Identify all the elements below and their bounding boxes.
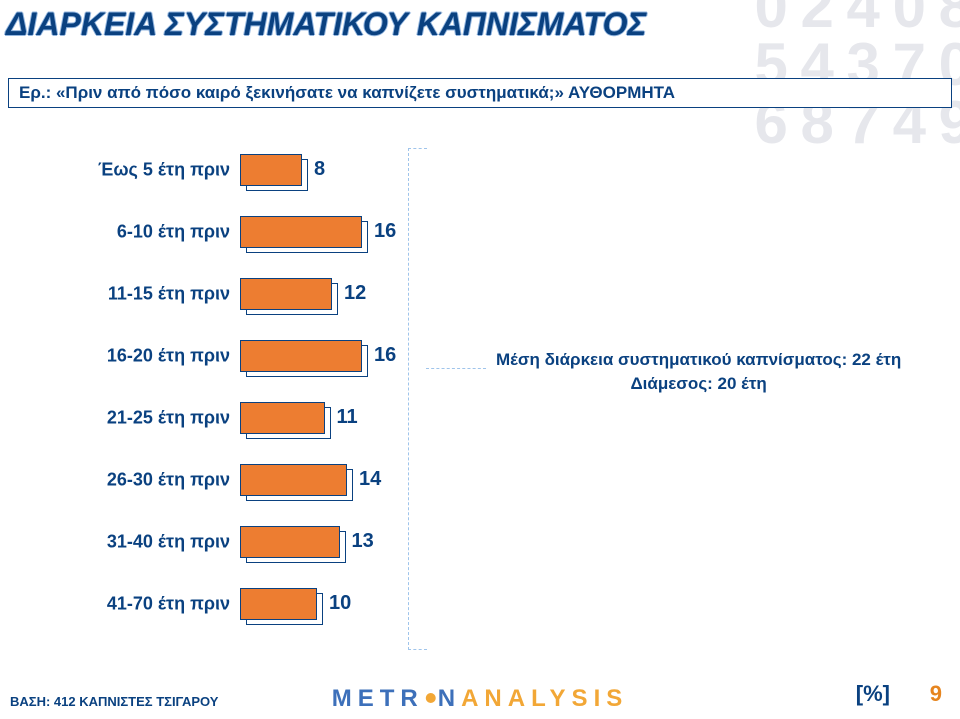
bar-label: 26-30 έτη πριν <box>0 470 238 491</box>
note-line2: Διάμεσος: 20 έτη <box>496 372 901 396</box>
bar-row: 26-30 έτη πριν 14 <box>0 456 960 504</box>
bar-chart: Έως 5 έτη πριν 8 6-10 έτη πριν 16 11-15 έτη … <box>0 140 960 660</box>
bar-label: 21-25 έτη πριν <box>0 408 238 429</box>
logo-part1: METR <box>332 685 424 712</box>
question-box: Ερ.: «Πριν από πόσο καιρό ξεκινήσατε να … <box>8 78 952 108</box>
bar <box>240 340 362 372</box>
bar <box>240 402 325 434</box>
bar-label: 31-40 έτη πριν <box>0 532 238 553</box>
bar <box>240 154 302 186</box>
note-line1: Μέση διάρκεια συστηματικού καπνίσματος: … <box>496 350 901 369</box>
bar-value: 16 <box>374 220 396 243</box>
bracket-lead <box>426 368 486 369</box>
bar <box>240 588 317 620</box>
logo-part3: ANALYSIS <box>461 685 628 712</box>
bar-label: 6-10 έτη πριν <box>0 222 238 243</box>
bar-row: 11-15 έτη πριν 12 <box>0 270 960 318</box>
bar-row: 21-25 έτη πριν 11 <box>0 394 960 442</box>
footer-logo: METR NANALYSIS <box>332 685 629 713</box>
bar-value: 16 <box>374 344 396 367</box>
bracket <box>408 148 427 650</box>
bar-label: 41-70 έτη πριν <box>0 594 238 615</box>
bar <box>240 464 347 496</box>
bar-label: 11-15 έτη πριν <box>0 284 238 305</box>
bar-row: Έως 5 έτη πριν 8 <box>0 146 960 194</box>
bar-value: 12 <box>344 282 366 305</box>
bar-value: 14 <box>359 468 381 491</box>
bar-label: Έως 5 έτη πριν <box>0 160 238 181</box>
logo-part2: N <box>438 685 461 712</box>
footer-base: ΒΑΣΗ: 412 ΚΑΠΝΙΣΤΕΣ ΤΣΙΓΑΡΟΥ <box>10 694 218 709</box>
bar-label: 16-20 έτη πριν <box>0 346 238 367</box>
logo-dot <box>426 693 436 703</box>
bar-value: 8 <box>314 158 325 181</box>
bar-row: 41-70 έτη πριν 10 <box>0 580 960 628</box>
bar <box>240 526 340 558</box>
bar-row: 6-10 έτη πριν 16 <box>0 208 960 256</box>
footer-percent: [%] <box>856 681 890 707</box>
bar-row: 31-40 έτη πριν 13 <box>0 518 960 566</box>
bar <box>240 216 362 248</box>
annotation-note: Μέση διάρκεια συστηματικού καπνίσματος: … <box>496 348 901 396</box>
bar-value: 13 <box>352 530 374 553</box>
bar-value: 10 <box>329 592 351 615</box>
page-number: 9 <box>930 681 942 707</box>
page-title: ΔΙΑΡΚΕΙΑ ΣΥΣΤΗΜΑΤΙΚΟΥ ΚΑΠΝΙΣΜΑΤΟΣ <box>6 6 646 43</box>
bar <box>240 278 332 310</box>
bar-value: 11 <box>337 406 358 429</box>
